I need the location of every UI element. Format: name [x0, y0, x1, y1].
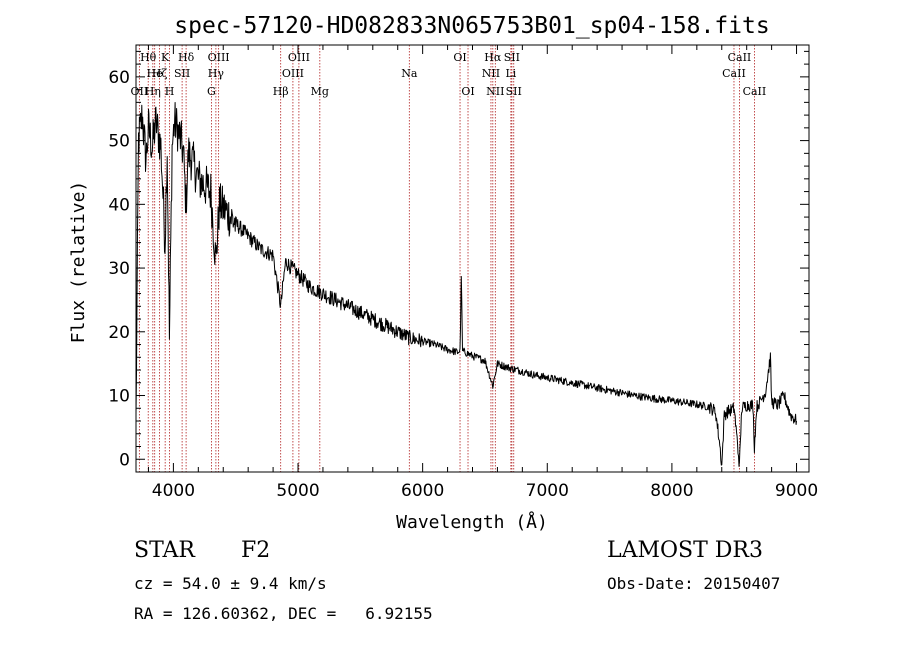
line-label-11: G: [207, 85, 216, 98]
line-label-10: Hγ: [208, 67, 225, 80]
x-tick-label-1: 5000: [276, 481, 319, 501]
x-tick-label-3: 7000: [526, 481, 569, 501]
x-tick-label-0: 4000: [152, 481, 195, 501]
y-tick-label-2: 20: [108, 323, 130, 343]
y-tick-label-4: 40: [108, 195, 130, 215]
line-label-3: Hζ: [152, 67, 168, 80]
x-tick-label-4: 8000: [650, 481, 693, 501]
line-label-26: CaII: [722, 67, 746, 80]
object-class: STAR: [134, 538, 195, 563]
line-label-12: Hβ: [273, 85, 289, 98]
line-label-14: OIII: [282, 67, 304, 80]
line-label-13: OIII: [288, 51, 310, 64]
spectrum-line: [135, 102, 797, 467]
line-label-15: Mg: [311, 85, 329, 98]
line-label-7: SII: [174, 67, 190, 80]
line-label-9: OIII: [208, 51, 230, 64]
line-label-6: H: [165, 85, 175, 98]
line-label-24: SII: [506, 85, 522, 98]
line-label-5: K: [161, 51, 170, 64]
survey-name: LAMOST DR3: [607, 538, 763, 563]
line-label-16: Na: [401, 67, 418, 80]
redshift-velocity: cz = 54.0 ± 9.4 km/s: [134, 574, 327, 593]
sky-coordinates: RA = 126.60362, DEC = 6.92155: [134, 604, 433, 623]
y-tick-label-6: 60: [108, 68, 130, 88]
line-label-22: SII: [504, 51, 520, 64]
line-label-27: CaII: [743, 85, 767, 98]
y-tick-label-1: 10: [108, 387, 130, 407]
y-tick-label-0: 0: [119, 450, 130, 470]
line-label-21: NII: [486, 85, 504, 98]
spectral-line-markers: [138, 45, 755, 472]
x-axis-label: Wavelength (Å): [396, 511, 548, 533]
line-label-4: He: [147, 67, 163, 80]
line-label-8: Hδ: [178, 51, 195, 64]
y-tick-label-5: 50: [108, 132, 130, 152]
y-axis-label: Flux (relative): [68, 181, 89, 344]
observation-date: Obs-Date: 20150407: [607, 574, 781, 593]
y-tick-label-3: 30: [108, 259, 130, 279]
line-label-17: OI: [453, 51, 466, 64]
line-label-18: OI: [461, 85, 474, 98]
object-subclass: F2: [241, 538, 271, 563]
x-tick-label-2: 6000: [401, 481, 444, 501]
line-label-1: OII: [131, 85, 149, 98]
line-label-20: NII: [482, 67, 500, 80]
line-label-25: CaII: [728, 51, 752, 64]
spectrum-chart: 4000 5000 6000 7000 8000 9000 0 10 20 30 40 50 60 Hθ…: [68, 13, 818, 533]
x-tick-label-5: 9000: [775, 481, 818, 501]
spectrum-series: [135, 102, 797, 467]
line-label-2: Hη: [145, 85, 161, 98]
line-label-0: Hθ: [140, 51, 157, 64]
line-label-23: Li: [505, 67, 516, 80]
line-label-19: Hα: [484, 51, 502, 64]
chart-title: spec-57120-HD082833N065753B01_sp04-158.f…: [174, 13, 769, 39]
axis-ticks: 4000 5000 6000 7000 8000 9000 0 10 20 30 40 50 60: [108, 45, 818, 501]
